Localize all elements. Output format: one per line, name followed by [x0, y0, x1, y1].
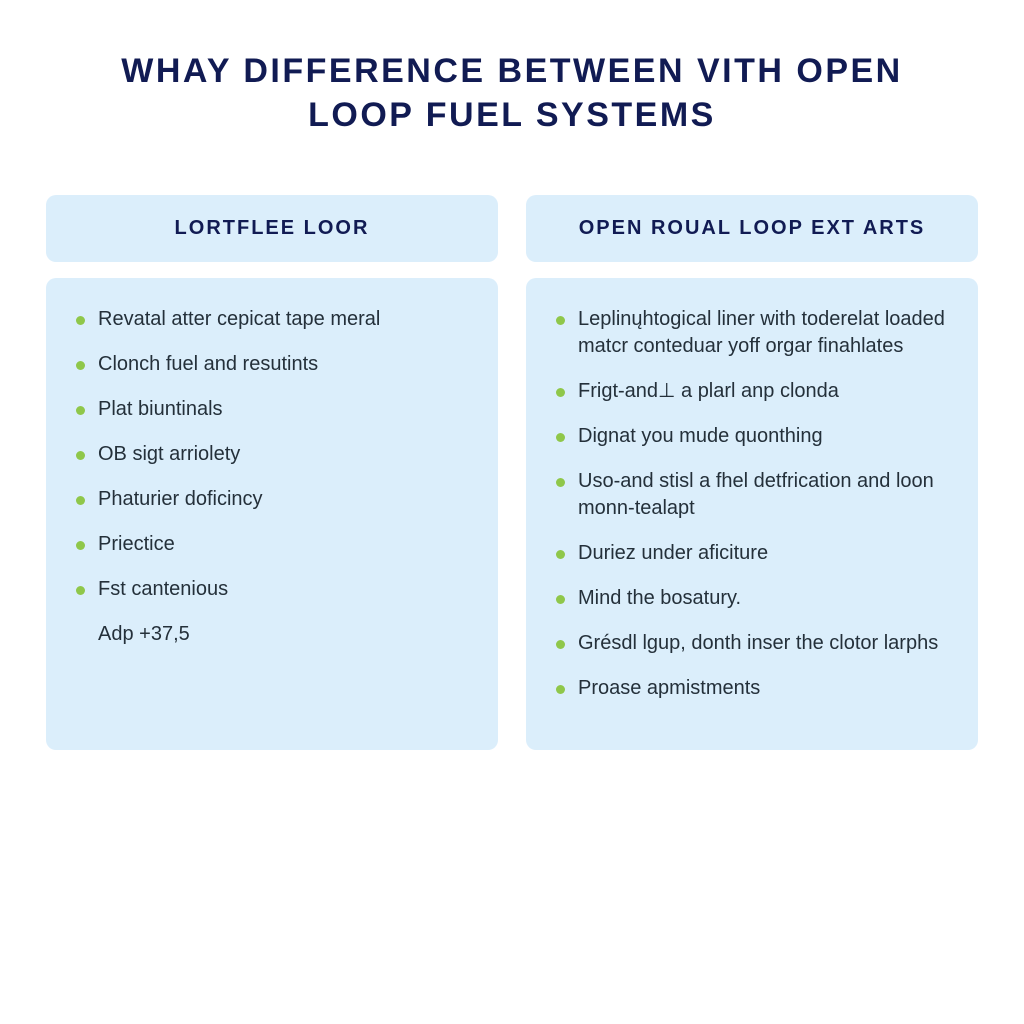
list-item: Uso-and stisl a fhel detfrication and lo… — [556, 468, 948, 522]
list-item: Fst cantenious — [76, 576, 468, 603]
column-right-body: Leplinųhtogical liner with toderelat loa… — [526, 278, 978, 750]
list-item: Dignat you mude quonthing — [556, 423, 948, 450]
list-item: Grésdl lgup, donth inser the clotor larp… — [556, 630, 948, 657]
column-left-footnote: Adp +37,5 — [76, 621, 468, 648]
list-item: Frigt-and⊥ a plarl anp clonda — [556, 378, 948, 405]
column-left-list: Revatal atter cepicat tape meral Clonch … — [76, 306, 468, 603]
column-right: OPEN ROUAL LOOP EXT ARTS Leplinųhtogical… — [526, 195, 978, 750]
list-item: Plat biuntinals — [76, 396, 468, 423]
list-item: Phaturier doficincy — [76, 486, 468, 513]
comparison-columns: LORTFLEE LOOR Revatal atter cepicat tape… — [46, 195, 978, 750]
column-left-header: LORTFLEE LOOR — [46, 195, 498, 262]
list-item: Proase apmistments — [556, 675, 948, 702]
column-left-body: Revatal atter cepicat tape meral Clonch … — [46, 278, 498, 750]
column-left: LORTFLEE LOOR Revatal atter cepicat tape… — [46, 195, 498, 750]
list-item: OB sigt arriolety — [76, 441, 468, 468]
page-title: WHAY DIFFERENCE BETWEEN VITH OPEN LOOP F… — [72, 50, 952, 137]
column-right-header: OPEN ROUAL LOOP EXT ARTS — [526, 195, 978, 262]
list-item: Duriez under aficiture — [556, 540, 948, 567]
list-item: Priectice — [76, 531, 468, 558]
list-item: Leplinųhtogical liner with toderelat loa… — [556, 306, 948, 360]
list-item: Clonch fuel and resutints — [76, 351, 468, 378]
list-item: Mind the bosatury. — [556, 585, 948, 612]
column-right-list: Leplinųhtogical liner with toderelat loa… — [556, 306, 948, 702]
list-item: Revatal atter cepicat tape meral — [76, 306, 468, 333]
